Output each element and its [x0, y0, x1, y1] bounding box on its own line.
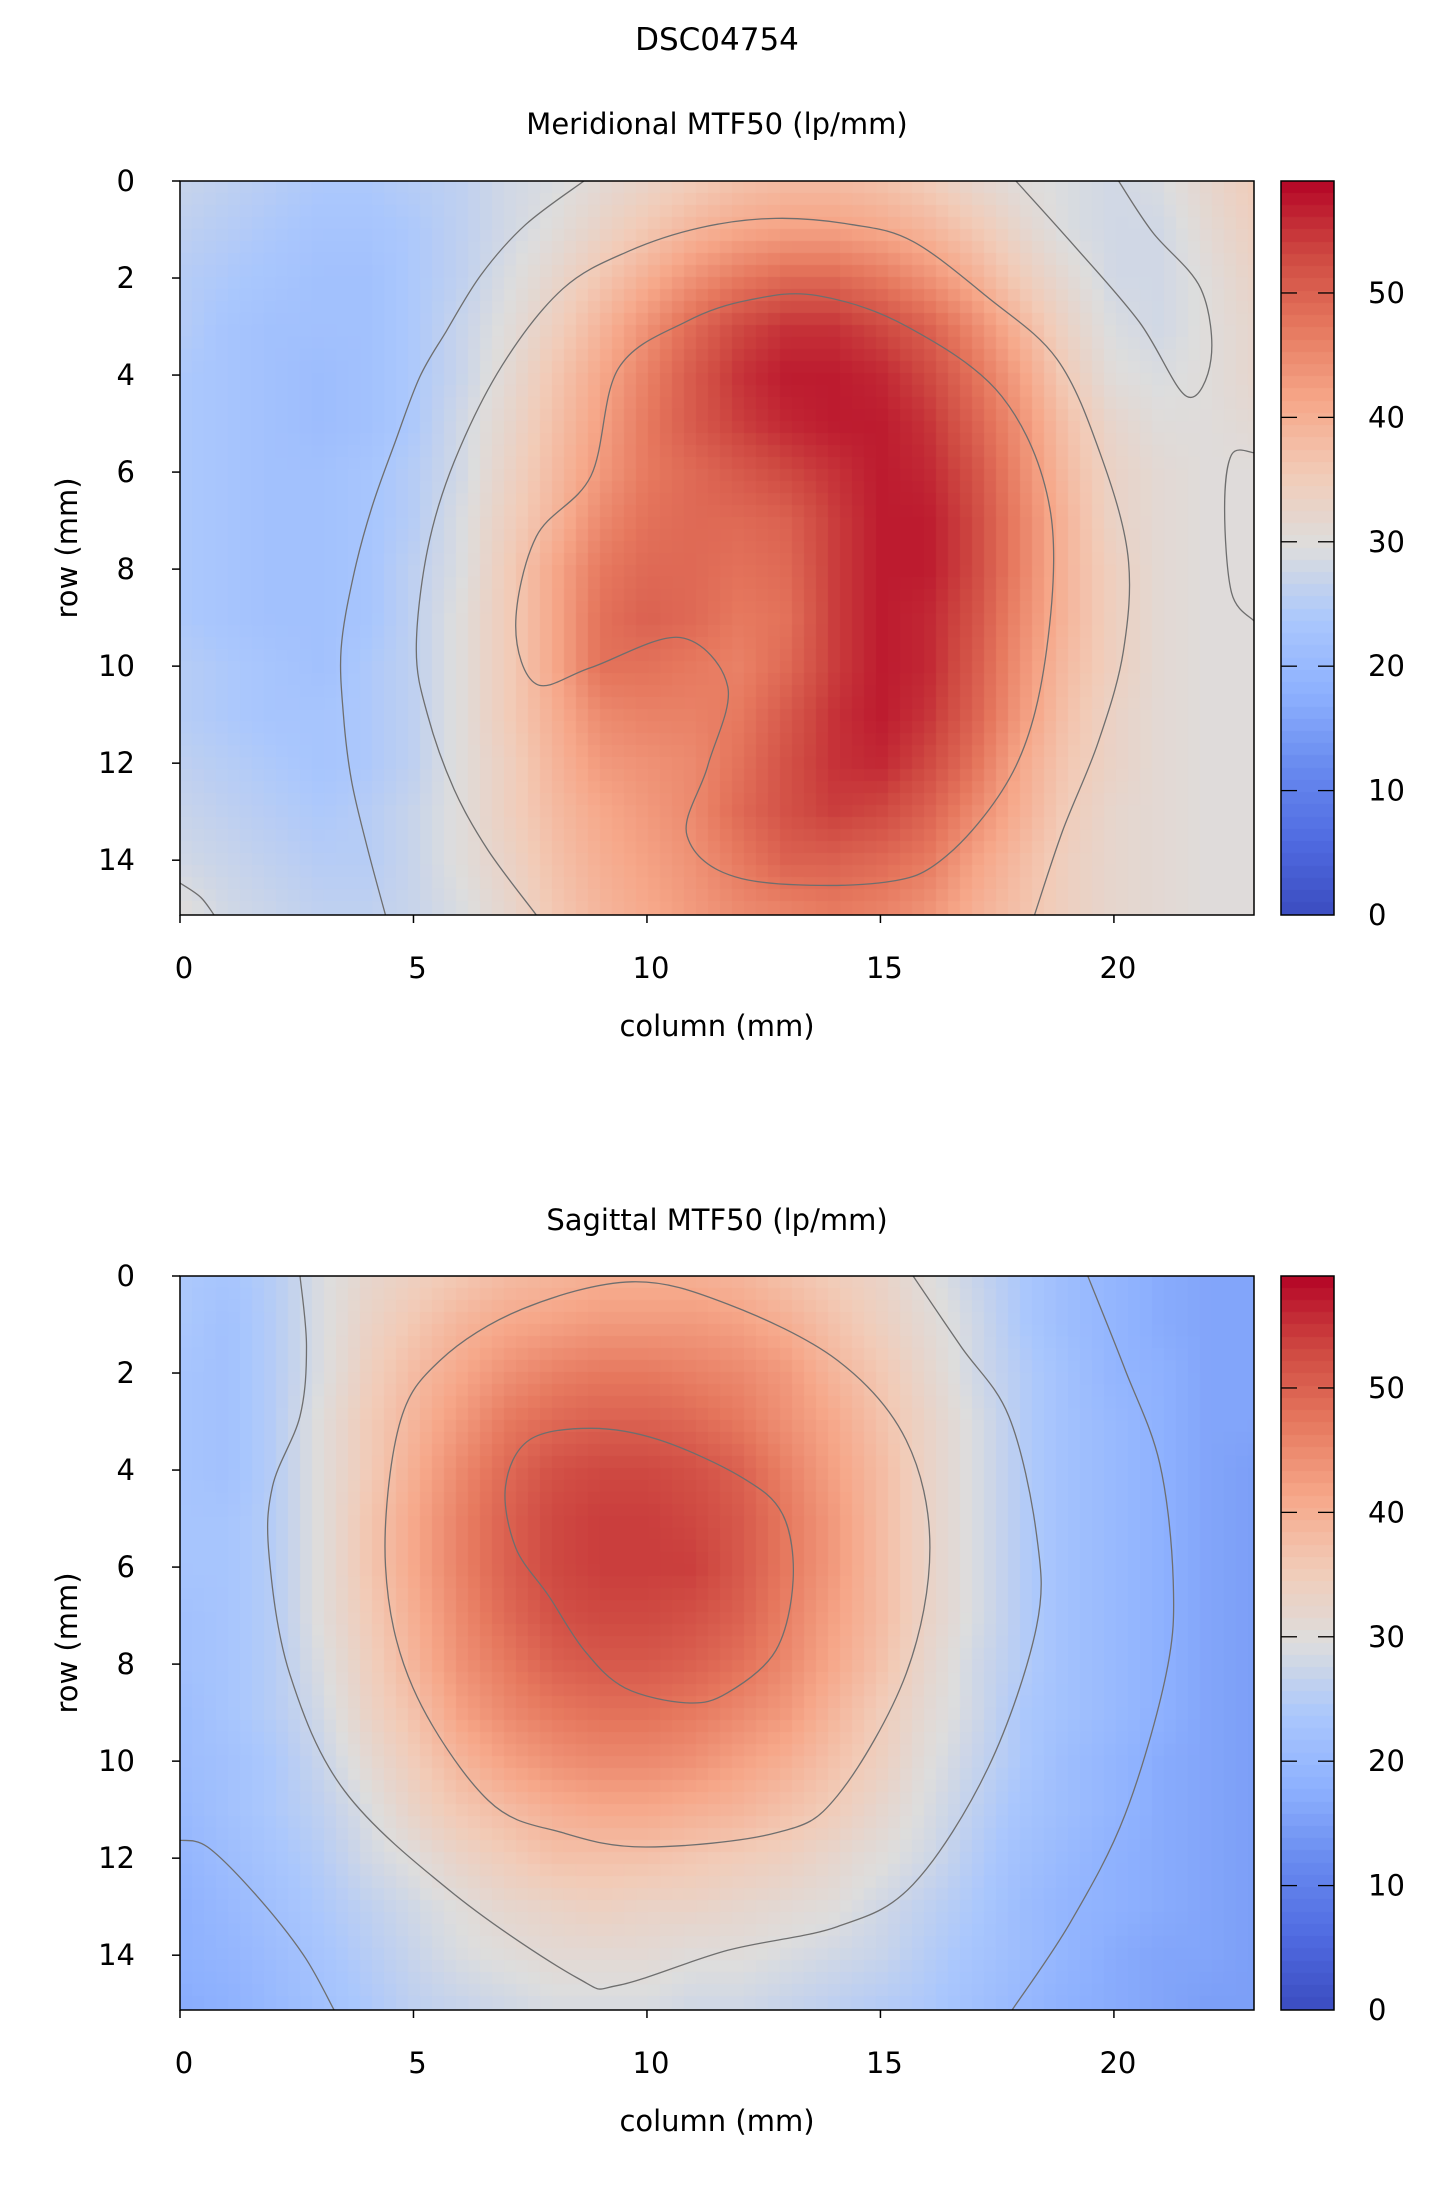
y-tick-label: 4 — [117, 358, 135, 392]
colorbar-tick-label: 0 — [1368, 1993, 1386, 2027]
x-tick-label: 0 — [175, 951, 193, 985]
y-tick-label: 10 — [98, 1744, 135, 1778]
contour-line-30 — [339, 181, 585, 915]
contour-line-30 — [180, 882, 215, 915]
contour-line-50 — [504, 1427, 794, 1704]
y-tick-label: 8 — [117, 1647, 135, 1681]
colorbar-tick-label: 40 — [1368, 400, 1405, 434]
figure-title: DSC04754 — [635, 22, 799, 58]
colorbar-tick-label: 50 — [1368, 1371, 1405, 1405]
x-tick-label: 10 — [633, 951, 670, 985]
y-tick-label: 6 — [117, 1550, 135, 1584]
meridional-y-axis: 0 2 4 6 8 10 12 14 — [98, 164, 180, 877]
colorbar-tick-label: 50 — [1368, 276, 1405, 310]
contour-line-40 — [415, 217, 1131, 915]
x-tick-label: 10 — [633, 2046, 670, 2080]
meridional-title: Meridional MTF50 (lp/mm) — [526, 107, 907, 141]
meridional-x-axis-label: column (mm) — [619, 1009, 814, 1043]
colorbar-tick-label: 30 — [1368, 1620, 1405, 1654]
x-tick-label: 5 — [408, 951, 426, 985]
sagittal-title: Sagittal MTF50 (lp/mm) — [546, 1203, 887, 1237]
sagittal-panel: Sagittal MTF50 (lp/mm) 0 2 4 6 8 10 12 14 0 5 10 1… — [50, 1203, 1405, 2138]
x-tick-label: 20 — [1099, 2046, 1136, 2080]
colorbar-tick-label: 30 — [1368, 525, 1405, 559]
x-tick-label: 20 — [1099, 951, 1136, 985]
colorbar-tick-label: 20 — [1368, 1744, 1405, 1778]
contour-line-50 — [515, 293, 1055, 887]
meridional-heatmap — [180, 181, 1254, 915]
y-tick-label: 8 — [117, 552, 135, 586]
colorbar-tick-label: 10 — [1368, 1869, 1405, 1903]
meridional-plot-frame — [179, 180, 1255, 916]
sagittal-colorbar — [1281, 1276, 1334, 2010]
y-tick-label: 6 — [117, 455, 135, 489]
sagittal-x-axis: 0 5 10 15 20 — [175, 2010, 1136, 2080]
contour-line-30 — [1223, 449, 1254, 622]
contour-line-30 — [266, 1276, 1042, 1990]
contour-line-20 — [180, 1839, 335, 2010]
x-tick-label: 15 — [866, 951, 903, 985]
meridional-colorbar — [1281, 181, 1334, 915]
y-tick-label: 2 — [117, 1356, 135, 1390]
y-tick-label: 12 — [98, 1841, 135, 1875]
contour-line-20 — [1011, 1276, 1175, 2010]
colorbar-tick-label: 40 — [1368, 1495, 1405, 1529]
y-tick-label: 0 — [117, 1259, 135, 1293]
sagittal-y-axis-label: row (mm) — [50, 1572, 84, 1713]
y-tick-label: 10 — [98, 649, 135, 683]
meridional-y-axis-label: row (mm) — [50, 477, 84, 618]
sagittal-y-axis: 0 2 4 6 8 10 12 14 — [98, 1259, 180, 1972]
sagittal-x-axis-label: column (mm) — [619, 2104, 814, 2138]
y-tick-label: 14 — [98, 843, 135, 877]
sagittal-heatmap — [180, 1276, 1254, 2010]
meridional-colorbar-ticks: 0 10 20 30 40 50 — [1281, 276, 1405, 932]
sagittal-contours — [180, 1276, 1175, 2010]
y-tick-label: 12 — [98, 746, 135, 780]
meridional-contours — [180, 181, 1254, 915]
y-tick-label: 0 — [117, 164, 135, 198]
y-tick-label: 2 — [117, 261, 135, 295]
x-tick-label: 0 — [175, 2046, 193, 2080]
sagittal-plot-frame — [179, 1275, 1255, 2011]
x-tick-label: 5 — [408, 2046, 426, 2080]
meridional-colorbar-frame — [1280, 180, 1335, 916]
contour-line-40 — [384, 1281, 931, 1848]
y-tick-label: 4 — [117, 1453, 135, 1487]
colorbar-tick-label: 20 — [1368, 649, 1405, 683]
meridional-panel: Meridional MTF50 (lp/mm) 0 2 4 6 8 10 12 14 0 5 1… — [50, 107, 1405, 1043]
x-tick-label: 15 — [866, 2046, 903, 2080]
sagittal-colorbar-frame — [1280, 1275, 1335, 2011]
sagittal-colorbar-ticks: 0 10 20 30 40 50 — [1281, 1371, 1405, 2027]
colorbar-tick-label: 10 — [1368, 774, 1405, 808]
colorbar-tick-label: 0 — [1368, 898, 1386, 932]
contour-line-30 — [1015, 181, 1213, 398]
y-tick-label: 14 — [98, 1938, 135, 1972]
meridional-x-axis: 0 5 10 15 20 — [175, 915, 1136, 985]
